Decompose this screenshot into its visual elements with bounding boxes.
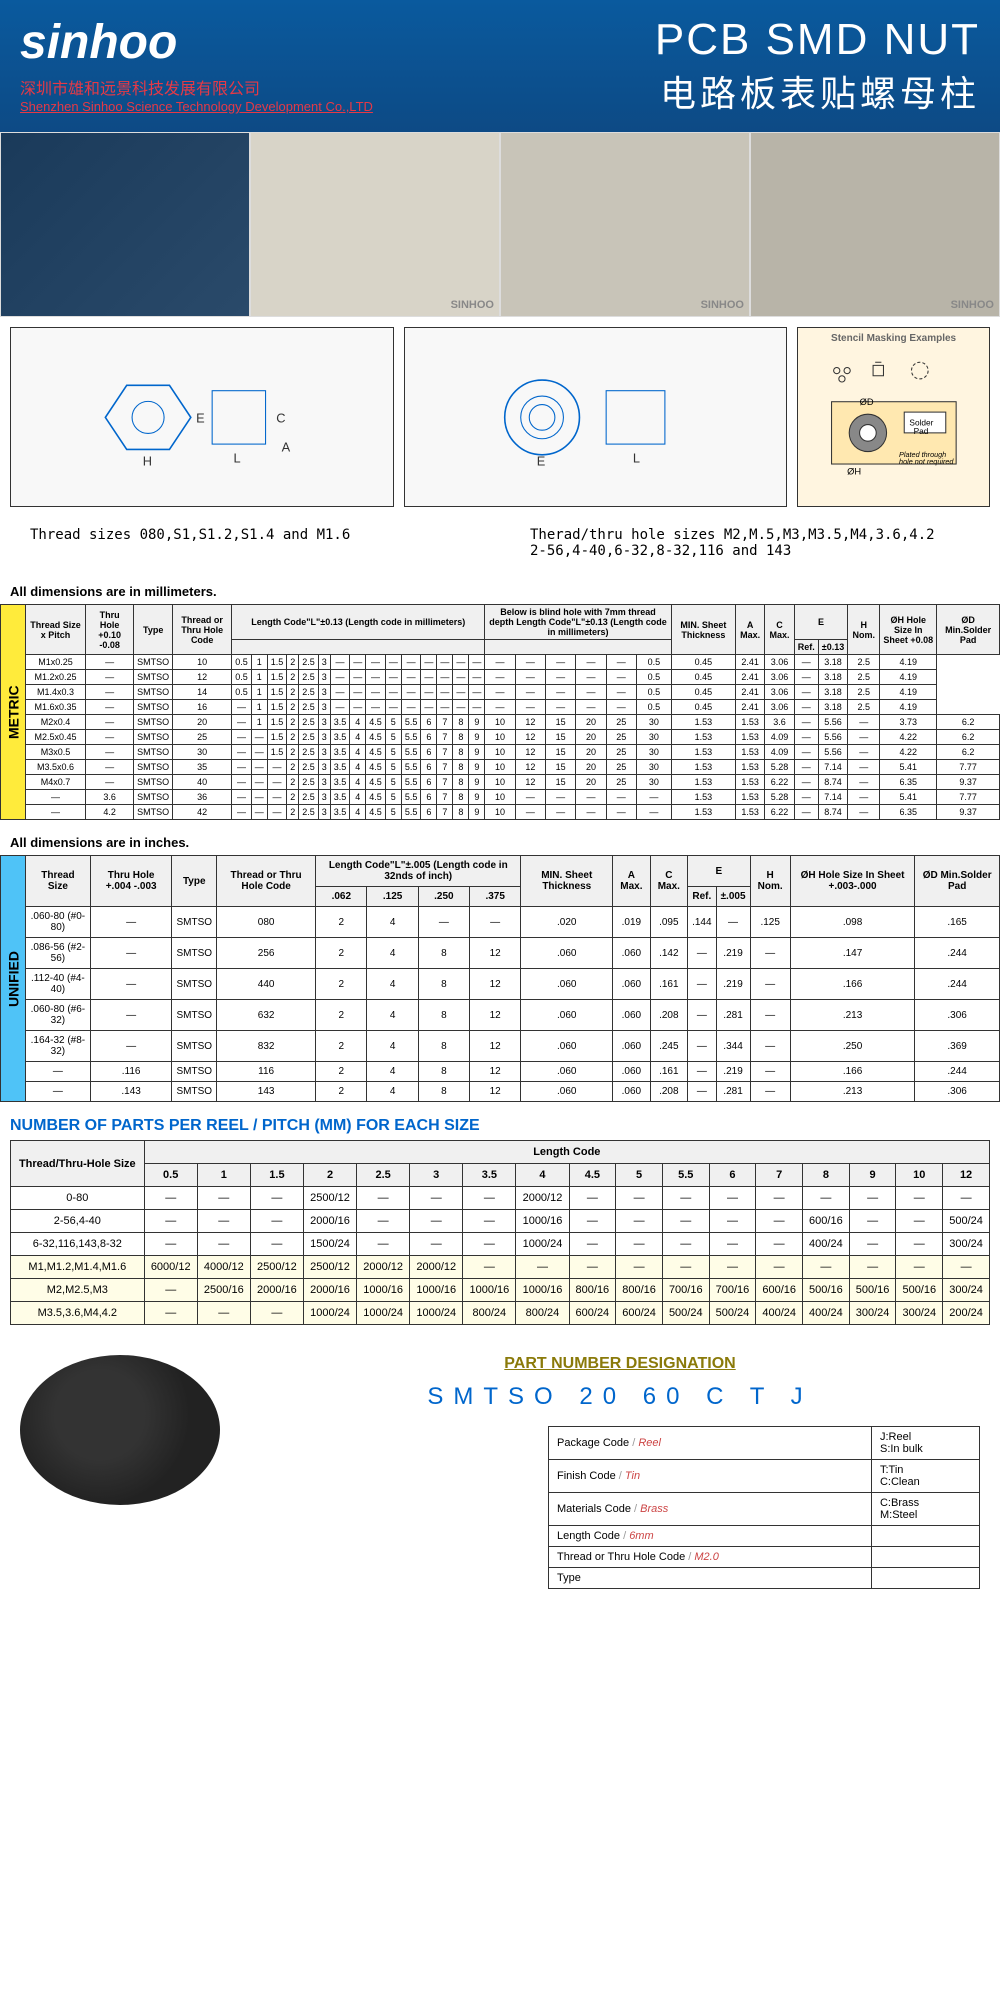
unified-table: UNIFIEDThread SizeThru Hole +.004 -.003T… [0, 855, 1000, 1102]
product-images-row: SINHOO SINHOO SINHOO [0, 132, 1000, 317]
section-title-metric: All dimensions are in millimeters. [0, 569, 1000, 604]
watermark: SINHOO [451, 299, 494, 311]
svg-text:ØH: ØH [847, 466, 861, 476]
logo-area: sinhoo 深圳市雄和远景科技发展有限公司 Shenzhen Sinhoo S… [20, 15, 373, 114]
header-banner: sinhoo 深圳市雄和远景科技发展有限公司 Shenzhen Sinhoo S… [0, 0, 1000, 132]
drawing-captions: Thread sizes 080,S1,S1.2,S1.4 and M1.6 T… [0, 517, 1000, 569]
logo: sinhoo [20, 15, 373, 70]
svg-text:L: L [234, 450, 241, 465]
svg-text:Pad: Pad [913, 426, 928, 436]
svg-text:E: E [537, 453, 546, 468]
caption-1: Thread sizes 080,S1,S1.2,S1.4 and M1.6 [0, 517, 500, 569]
product-image-2: SINHOO [250, 132, 500, 317]
svg-text:hole not required: hole not required [899, 457, 954, 466]
reel-table: Thread/Thru-Hole SizeLength Code0.511.52… [10, 1140, 990, 1325]
partnum-example: SMTSO 20 60 C T J [260, 1383, 980, 1411]
watermark: SINHOO [701, 299, 744, 311]
section-title-reel: NUMBER OF PARTS PER REEL / PITCH (MM) FO… [0, 1102, 1000, 1140]
drawing-hex-nut: E C H L A [10, 327, 394, 507]
product-image-3: SINHOO [500, 132, 750, 317]
reel-image [20, 1355, 220, 1505]
svg-text:C: C [277, 410, 286, 425]
section-title-unified: All dimensions are in inches. [0, 820, 1000, 855]
drawing-stencil: Stencil Masking Examples SolderPadPlated… [797, 327, 990, 507]
svg-text:A: A [282, 439, 291, 454]
product-image-1 [0, 132, 250, 317]
svg-text:E: E [196, 410, 205, 425]
partnum-table: Package Code / ReelJ:ReelS:In bulkFinish… [548, 1426, 980, 1589]
svg-text:H: H [143, 453, 152, 468]
stencil-title: Stencil Masking Examples [831, 333, 956, 344]
watermark: SINHOO [951, 299, 994, 311]
product-image-4: SINHOO [750, 132, 1000, 317]
company-name-en: Shenzhen Sinhoo Science Technology Devel… [20, 99, 373, 114]
partnum-section: PART NUMBER DESIGNATION SMTSO 20 60 C T … [0, 1325, 1000, 1619]
title-area: PCB SMD NUT 电路板表贴螺母柱 [655, 15, 980, 117]
drawing-round-nut: EL [404, 327, 788, 507]
product-title-en: PCB SMD NUT [655, 15, 980, 65]
caption-2: Therad/thru hole sizes M2,M.5,M3,M3.5,M4… [500, 517, 1000, 569]
company-name-cn: 深圳市雄和远景科技发展有限公司 [20, 75, 373, 99]
svg-text:L: L [633, 450, 640, 465]
technical-drawings: ECHLA EL Stencil Masking Examples Solder… [0, 317, 1000, 517]
svg-text:ØD: ØD [859, 397, 873, 407]
metric-table: METRICThread Size x PitchThru Hole +0.10… [0, 604, 1000, 820]
product-title-cn: 电路板表贴螺母柱 [655, 65, 980, 117]
partnum-title: PART NUMBER DESIGNATION [260, 1355, 980, 1373]
